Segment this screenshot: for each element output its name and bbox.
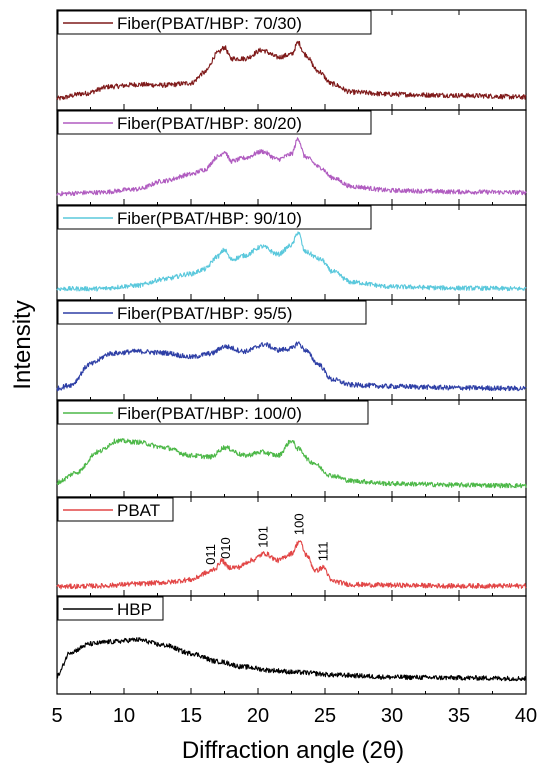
- legend-label: HBP: [117, 600, 152, 619]
- x-tick-label: 5: [51, 705, 62, 727]
- x-tick-label: 40: [515, 705, 537, 727]
- peak-label-010: 010: [218, 537, 233, 559]
- legend-1: Fiber(PBAT/HBP: 70/30): [57, 10, 372, 35]
- series-line-5: [56, 438, 527, 489]
- panel-5: Fiber(PBAT/HBP: 100/0): [56, 399, 527, 498]
- series-line-1: [56, 40, 527, 101]
- panel-3: Fiber(PBAT/HBP: 90/10): [56, 204, 527, 301]
- series-line-4: [56, 341, 527, 392]
- legend-label: Fiber(PBAT/HBP: 70/30): [117, 14, 302, 33]
- x-tick-label: 20: [247, 705, 269, 727]
- panel-1: Fiber(PBAT/HBP: 70/30): [56, 9, 527, 111]
- series-line-3: [56, 231, 527, 292]
- legend-4: Fiber(PBAT/HBP: 95/5): [57, 300, 367, 325]
- legend-3: Fiber(PBAT/HBP: 90/10): [57, 205, 372, 230]
- peak-annotations: 011 010 101 100 111: [203, 513, 331, 564]
- legend-label: Fiber(PBAT/HBP: 100/0): [117, 404, 302, 423]
- legend-label: Fiber(PBAT/HBP: 90/10): [117, 209, 302, 228]
- panel-4: Fiber(PBAT/HBP: 95/5): [56, 299, 527, 401]
- series-line-6: [56, 540, 527, 590]
- panel-6: PBAT: [56, 496, 527, 597]
- legend-box: [57, 497, 174, 522]
- legend-box: [57, 300, 367, 325]
- legend-6: PBAT: [57, 497, 174, 522]
- panel-2: Fiber(PBAT/HBP: 80/20): [56, 109, 527, 206]
- legend-label: Fiber(PBAT/HBP: 80/20): [117, 114, 302, 133]
- legend-label: Fiber(PBAT/HBP: 95/5): [117, 304, 292, 323]
- legend-box: [57, 10, 372, 35]
- legend-box: [57, 110, 372, 135]
- legend-label: PBAT: [117, 501, 160, 520]
- x-axis-title: Diffraction angle (2θ): [182, 737, 404, 764]
- panel-7: HBP: [56, 595, 527, 695]
- series-line-2: [56, 137, 527, 197]
- x-tick-label: 30: [381, 705, 403, 727]
- x-tick-label: 25: [314, 705, 336, 727]
- x-tick-label: 35: [448, 705, 470, 727]
- legend-box: [57, 205, 372, 230]
- x-tick-label: 10: [113, 705, 135, 727]
- legend-7: HBP: [57, 596, 164, 621]
- legend-2: Fiber(PBAT/HBP: 80/20): [57, 110, 372, 135]
- x-axis: 5 10 15 20 25 30 35 40: [51, 705, 537, 727]
- peak-label-111: 111: [316, 542, 331, 562]
- peak-label-101: 101: [255, 526, 270, 548]
- peak-label-011: 011: [203, 544, 218, 565]
- legend-box: [57, 400, 369, 425]
- x-tick-label: 15: [180, 705, 202, 727]
- y-axis-title: Intensity: [9, 300, 36, 389]
- chart-panels: Fiber(PBAT/HBP: 70/30) Fiber(PBAT/HBP: 80…: [56, 9, 527, 695]
- legend-5: Fiber(PBAT/HBP: 100/0): [57, 400, 369, 425]
- peak-label-100: 100: [292, 513, 307, 535]
- series-line-7: [56, 637, 527, 682]
